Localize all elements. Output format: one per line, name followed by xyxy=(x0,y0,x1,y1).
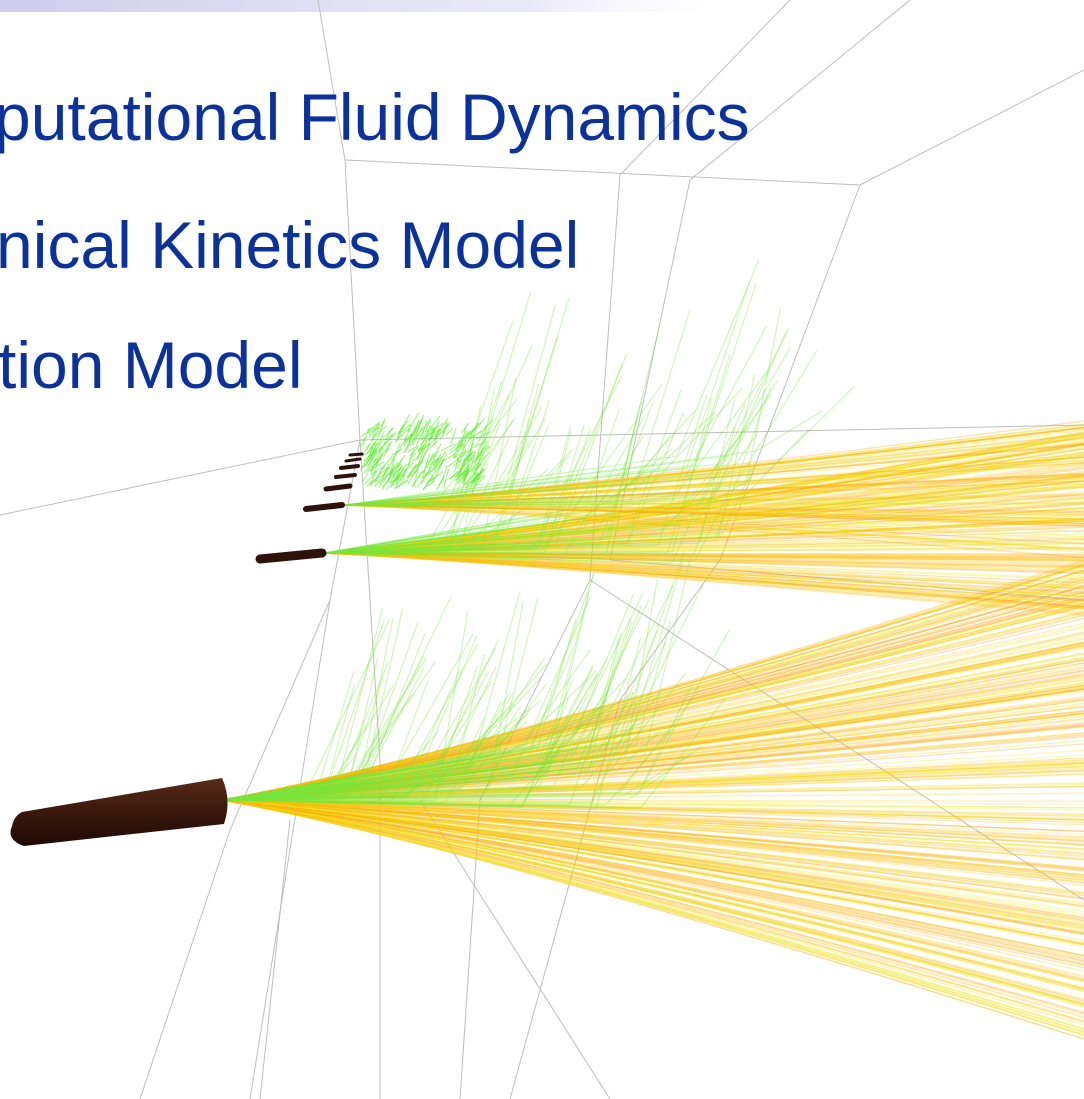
bullet-text: putational Fluid Dynamics xyxy=(0,80,750,154)
bullet-text: tion Model xyxy=(0,328,303,402)
injector xyxy=(350,454,362,455)
mesh-line xyxy=(140,0,360,1099)
streamline xyxy=(363,473,368,481)
bullet-text: nical Kinetics Model xyxy=(0,208,579,282)
injector xyxy=(260,553,322,559)
streamline xyxy=(392,443,400,461)
spray-streamlines xyxy=(222,261,1084,1049)
streamline xyxy=(345,306,555,505)
injector xyxy=(336,475,355,477)
injector xyxy=(326,486,350,489)
injector xyxy=(346,459,360,461)
streamline xyxy=(418,473,427,487)
slide: putational Fluid Dynamics nical Kinetics… xyxy=(0,0,1084,1099)
streamline xyxy=(438,477,444,486)
streamline xyxy=(345,320,513,505)
mesh-line xyxy=(260,820,290,1099)
injector xyxy=(341,466,358,468)
mesh-line xyxy=(460,175,620,1099)
top-band xyxy=(0,0,760,12)
mesh-line xyxy=(250,600,330,1099)
injector xyxy=(306,505,342,509)
streamline xyxy=(446,429,454,435)
page: putational Fluid Dynamics nical Kinetics… xyxy=(0,0,1084,1099)
main-injector xyxy=(11,778,228,846)
